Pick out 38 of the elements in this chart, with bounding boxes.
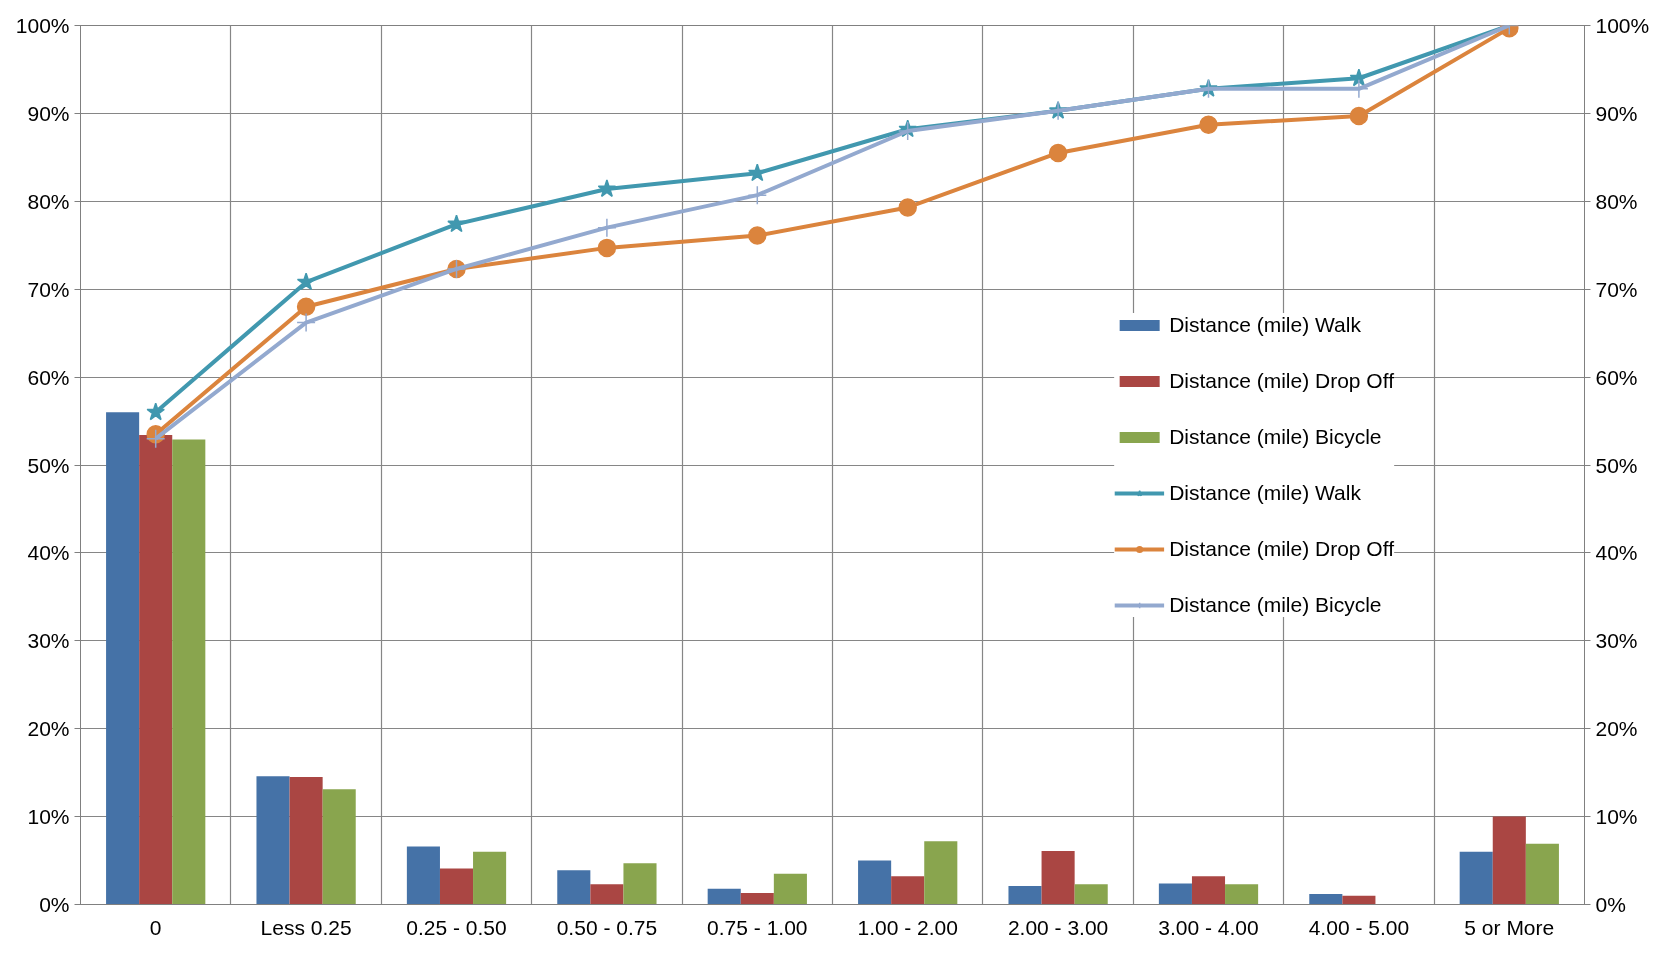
x-tick-label: 1.00 - 2.00 (857, 915, 958, 939)
y2-tick-label: 80% (1595, 189, 1638, 213)
legend-label: Distance (mile) Bicycle (1169, 592, 1382, 617)
y-tick-label: 60% (27, 365, 70, 389)
y2-tick-label: 0% (1595, 893, 1626, 916)
y2-tick-label: 100% (1595, 14, 1650, 37)
y-tick-label: 30% (27, 629, 70, 653)
y-tick-label: 90% (27, 101, 70, 125)
legend-label: Distance (mile) Drop Off (1169, 368, 1394, 393)
legend-label: Distance (mile) Walk (1169, 312, 1361, 337)
x-tick-label: 3.00 - 4.00 (1158, 915, 1259, 939)
x-tick-label: 0 (149, 915, 162, 939)
x-tick-label: 2.00 - 3.00 (1007, 915, 1109, 939)
y2-tick-label: 40% (1595, 541, 1638, 565)
legend-label: Distance (mile) Drop Off (1169, 536, 1394, 561)
y2-tick-label: 10% (1595, 805, 1638, 829)
y-tick-label: 40% (27, 541, 70, 565)
y-tick-label: 100% (15, 14, 70, 37)
y-tick-label: 20% (27, 717, 70, 741)
legend-label: Distance (mile) Bicycle (1169, 424, 1382, 449)
x-tick-label: 0.25 - 0.50 (406, 915, 507, 939)
y2-tick-label: 70% (1595, 277, 1638, 301)
x-tick-label: 0.75 - 1.00 (707, 915, 808, 939)
x-tick-label: Less 0.25 (260, 915, 352, 939)
x-tick-label: 0.50 - 0.75 (556, 915, 658, 939)
y-tick-label: 80% (27, 189, 70, 213)
y2-tick-label: 20% (1595, 717, 1638, 741)
x-tick-label: 4.00 - 5.00 (1308, 915, 1410, 939)
y-tick-label: 50% (27, 453, 70, 477)
x-tick-label: 5 or More (1464, 915, 1555, 939)
y-tick-label: 70% (27, 277, 70, 301)
y-tick-label: 0% (39, 893, 70, 916)
y2-tick-label: 90% (1595, 101, 1638, 125)
y2-tick-label: 50% (1595, 453, 1638, 477)
y-tick-label: 10% (27, 805, 70, 829)
legend-label: Distance (mile) Walk (1169, 480, 1361, 505)
y2-tick-label: 30% (1595, 629, 1638, 653)
y2-tick-label: 60% (1595, 365, 1638, 389)
